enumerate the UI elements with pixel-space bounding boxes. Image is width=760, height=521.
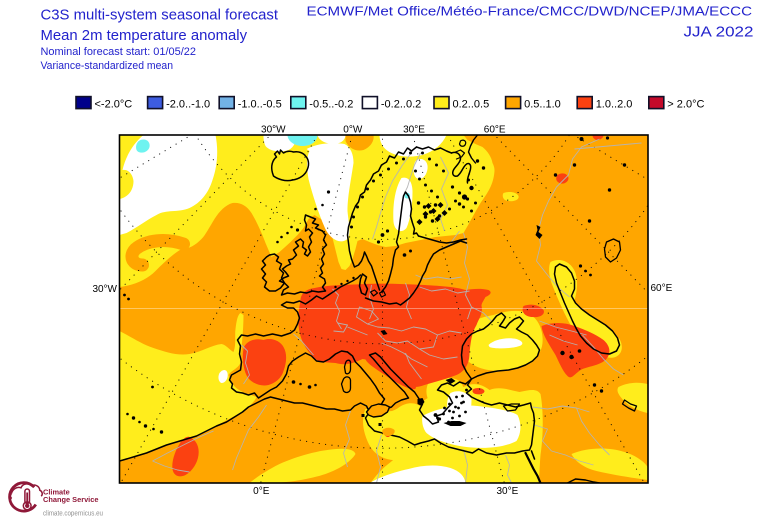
svg-text:Change Service: Change Service (43, 495, 98, 504)
svg-text:Climate: Climate (43, 488, 70, 497)
svg-text:30°E: 30°E (497, 486, 519, 497)
svg-text:60°E: 60°E (651, 283, 673, 294)
svg-text:Nominal forecast start: 01/05/: Nominal forecast start: 01/05/22 (41, 46, 197, 58)
svg-text:-2.0..-1.0: -2.0..-1.0 (166, 99, 210, 111)
svg-text:C3S multi-system seasonal fore: C3S multi-system seasonal forecast (41, 7, 279, 24)
svg-text:60°E: 60°E (484, 125, 506, 136)
svg-text:30°W: 30°W (92, 284, 117, 295)
svg-text:<-2.0°C: <-2.0°C (95, 99, 133, 111)
svg-text:-0.2..0.2: -0.2..0.2 (381, 99, 421, 111)
svg-text:climate.copernicus.eu: climate.copernicus.eu (43, 511, 103, 518)
svg-text:0°E: 0°E (253, 486, 270, 497)
svg-text:0.2..0.5: 0.2..0.5 (453, 99, 490, 111)
svg-text:-0.5..-0.2: -0.5..-0.2 (309, 99, 353, 111)
svg-text:-1.0..-0.5: -1.0..-0.5 (238, 99, 282, 111)
svg-text:Variance-standardized mean: Variance-standardized mean (41, 60, 174, 72)
svg-text:0°W: 0°W (343, 125, 363, 136)
svg-text:30°W: 30°W (261, 125, 286, 136)
svg-text:30°E: 30°E (403, 125, 425, 136)
svg-text:1.0..2.0: 1.0..2.0 (596, 99, 633, 111)
svg-text:0.5..1.0: 0.5..1.0 (524, 99, 561, 111)
svg-text:ECMWF/Met Office/Météo-France/: ECMWF/Met Office/Météo-France/CMCC/DWD/N… (307, 4, 753, 19)
svg-text:> 2.0°C: > 2.0°C (667, 99, 704, 111)
svg-text:JJA 2022: JJA 2022 (684, 25, 754, 41)
svg-text:Mean 2m temperature anomaly: Mean 2m temperature anomaly (41, 27, 248, 44)
